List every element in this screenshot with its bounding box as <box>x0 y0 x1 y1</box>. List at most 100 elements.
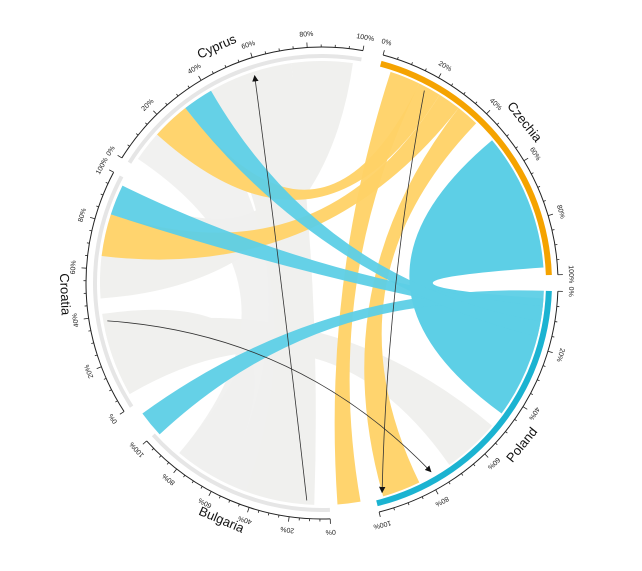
axis-tick <box>495 442 498 446</box>
axis-tick-label: 40% <box>237 514 252 525</box>
axis-tick <box>448 481 451 485</box>
axis-tick-label: 40% <box>187 63 203 76</box>
axis-tick <box>237 59 240 63</box>
axis-tick <box>176 93 179 97</box>
axis-tick-label: 20% <box>84 364 96 380</box>
sector-label-cyprus: Cyprus <box>195 31 239 62</box>
sector-label-bulgaria: Bulgaria <box>197 503 247 536</box>
axis-tick <box>191 480 194 484</box>
axis-tick <box>407 502 410 506</box>
axis-tick-label: 100% <box>95 157 110 176</box>
axis-tick <box>473 463 476 467</box>
axis-tick <box>514 419 517 422</box>
axis-tick-label: 20% <box>280 525 295 534</box>
axis-tick-label: 80% <box>161 472 176 486</box>
axis-tick <box>537 186 541 188</box>
axis-tick <box>89 229 92 232</box>
sector-label-croatia: Croatia <box>57 273 74 316</box>
axis-tick-label: 60% <box>70 260 78 274</box>
axis-tick-label: 60% <box>486 456 501 471</box>
axis-tick-label: 20% <box>141 98 156 113</box>
axis-tick <box>165 102 168 106</box>
axis-tick <box>288 516 290 522</box>
sector-label-poland: Poland <box>503 424 540 465</box>
axis-tick-label: 100% <box>129 440 146 458</box>
axis-tick-label: 0% <box>567 286 574 296</box>
axis-tick <box>506 134 509 137</box>
axis-tick <box>211 71 214 74</box>
axis-tick <box>537 379 540 382</box>
axis-tick <box>127 144 130 147</box>
axis-tick <box>247 507 250 513</box>
axis-tick <box>424 68 427 71</box>
axis-tick <box>531 172 534 175</box>
axis-tick <box>159 455 162 458</box>
axis-tick <box>238 503 240 507</box>
highlighted-ribbons <box>101 71 544 505</box>
arrow-czechia-poland <box>379 90 425 494</box>
ribbon-croatia-poland <box>104 317 493 465</box>
ribbon-poland-croatia <box>110 185 543 322</box>
axis-tick <box>530 393 533 395</box>
axis-tick <box>267 512 270 516</box>
axis-tick <box>153 110 158 115</box>
axis-tick <box>543 200 546 202</box>
axis-tick <box>435 489 439 495</box>
axis-tick <box>109 389 112 392</box>
axis-tick <box>96 205 99 208</box>
axis-tick <box>542 365 546 367</box>
axis-tick <box>94 354 98 357</box>
sector-bar-czechia <box>379 60 552 276</box>
axis-tick <box>548 213 554 216</box>
axis-tick <box>496 122 500 125</box>
axis-tick-label: 0% <box>108 412 119 424</box>
axis-tick <box>166 462 170 465</box>
sector-axis-czechia <box>382 54 559 275</box>
axis-tick <box>224 64 227 68</box>
axis-tick <box>142 440 147 445</box>
axis-tick-label: 100% <box>356 33 375 43</box>
axis-tick <box>198 75 202 81</box>
axis-tick <box>89 216 96 220</box>
axis-tick <box>505 431 508 434</box>
axis-tick-label: 60% <box>241 40 256 51</box>
ribbon-czechia-cyprus <box>157 83 440 200</box>
axis-tick <box>438 73 442 78</box>
ribbon-cyprus-bulgaria <box>137 98 275 492</box>
ribbon-poland-bulgaria <box>142 290 544 435</box>
arrow-croatia-poland <box>107 320 432 473</box>
axis-tick <box>103 378 107 380</box>
axis-tick <box>218 495 221 499</box>
axis-tick <box>83 317 89 320</box>
axis-tick <box>250 52 253 58</box>
axis-tick <box>91 342 94 344</box>
axis-tick <box>522 406 528 410</box>
axis-tick <box>451 83 454 86</box>
ribbon-poland-cyprus <box>185 90 541 337</box>
axis-tick <box>117 154 123 159</box>
axis-tick <box>461 473 464 476</box>
flow-arrows <box>107 75 432 501</box>
axis-tick-label: 80% <box>555 204 566 219</box>
axis-tick <box>264 51 267 54</box>
sector-bar-poland <box>376 290 552 507</box>
axis-tick-label: 80% <box>434 494 450 507</box>
axis-tick-label: 40% <box>527 405 540 421</box>
axis-tick <box>208 491 212 496</box>
axis-tick <box>411 62 413 65</box>
sector-track: 0% 20% 40% 60% 80% 100% 0% 20% 40% 60% 80% 100% 0% 20… <box>70 31 574 535</box>
axis-tick-label: 0% <box>381 38 393 47</box>
axis-tick <box>119 411 125 415</box>
axis-tick <box>486 109 491 115</box>
axis-tick <box>463 92 466 95</box>
axis-tick <box>257 510 260 513</box>
axis-tick-label: 80% <box>299 31 313 39</box>
axis-tick <box>397 56 399 60</box>
axis-tick-label: 40% <box>72 313 81 328</box>
sector-bar-cyprus <box>127 53 362 164</box>
axis-tick-label: 20% <box>437 60 453 73</box>
sector-axis-cyprus <box>121 46 364 159</box>
axis-tick <box>109 169 114 173</box>
sector-label-czechia: Czechia <box>504 99 545 146</box>
